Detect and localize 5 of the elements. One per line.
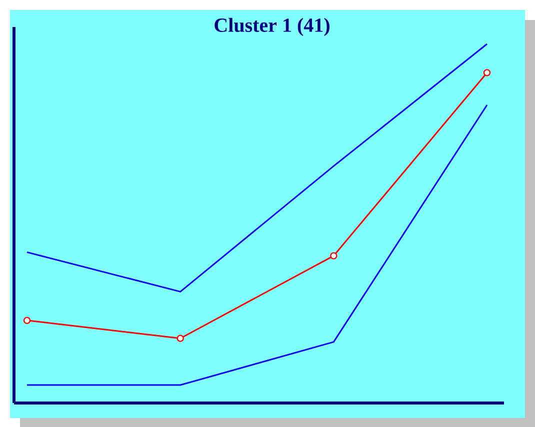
point [23, 316, 31, 324]
point [176, 334, 184, 342]
point [330, 252, 338, 260]
point [483, 69, 491, 76]
chart-title: Cluster 1 (41) [214, 18, 330, 36]
